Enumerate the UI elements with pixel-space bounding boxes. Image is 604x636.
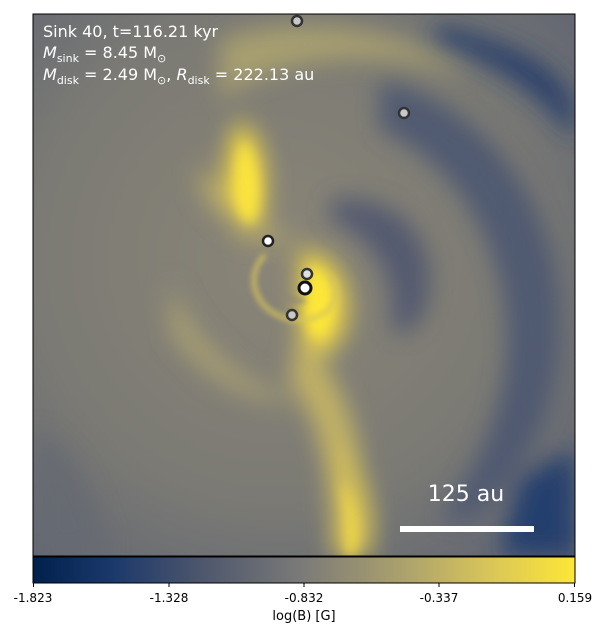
disk-info-line: Mdisk = 2.49 M⊙, Rdisk = 222.13 au: [43, 64, 314, 91]
disk-mass-symbol: M: [43, 65, 57, 84]
sink-marker-central: [297, 280, 313, 296]
sink-marker: [290, 14, 304, 28]
disk-radius-symbol: R: [176, 65, 188, 84]
colorbar-ticks: [33, 583, 575, 587]
colorbar-tick-label: -0.832: [284, 591, 324, 605]
separator: ,: [166, 65, 177, 84]
sink-mass-value: = 8.45 M: [78, 43, 158, 62]
solar-symbol: ⊙: [157, 74, 167, 88]
map-frame: [32, 13, 576, 557]
colorbar-tick-label: -0.337: [419, 591, 459, 605]
colorbar-tick-label: 0.159: [557, 591, 593, 605]
disk-mass-subscript: disk: [56, 74, 79, 88]
colorbar: [32, 556, 576, 584]
mass-symbol: M: [43, 43, 57, 62]
scale-bar: [400, 526, 534, 532]
sink-info-line: Sink 40, t=116.21 kyr: [43, 22, 219, 41]
disk-radius-subscript: disk: [187, 74, 210, 88]
map-image: [33, 14, 575, 556]
disk-mass-value: = 2.49 M: [78, 65, 158, 84]
sink-marker: [285, 308, 299, 322]
colorbar-tick-label: -1.823: [13, 591, 53, 605]
colorbar-label: log(B) [G]: [272, 609, 336, 624]
mass-subscript: sink: [56, 52, 79, 66]
sink-mass-line: Msink = 8.45 M⊙: [43, 42, 166, 69]
sink-marker: [261, 234, 275, 248]
disk-radius-value: = 222.13 au: [209, 65, 315, 84]
scale-bar-label: 125 au: [427, 482, 505, 507]
solar-symbol: ⊙: [157, 52, 167, 66]
colorbar-tick-label: -1.328: [149, 591, 189, 605]
sink-marker: [300, 267, 314, 281]
sink-marker: [397, 106, 411, 120]
sink-markers: [261, 14, 411, 322]
